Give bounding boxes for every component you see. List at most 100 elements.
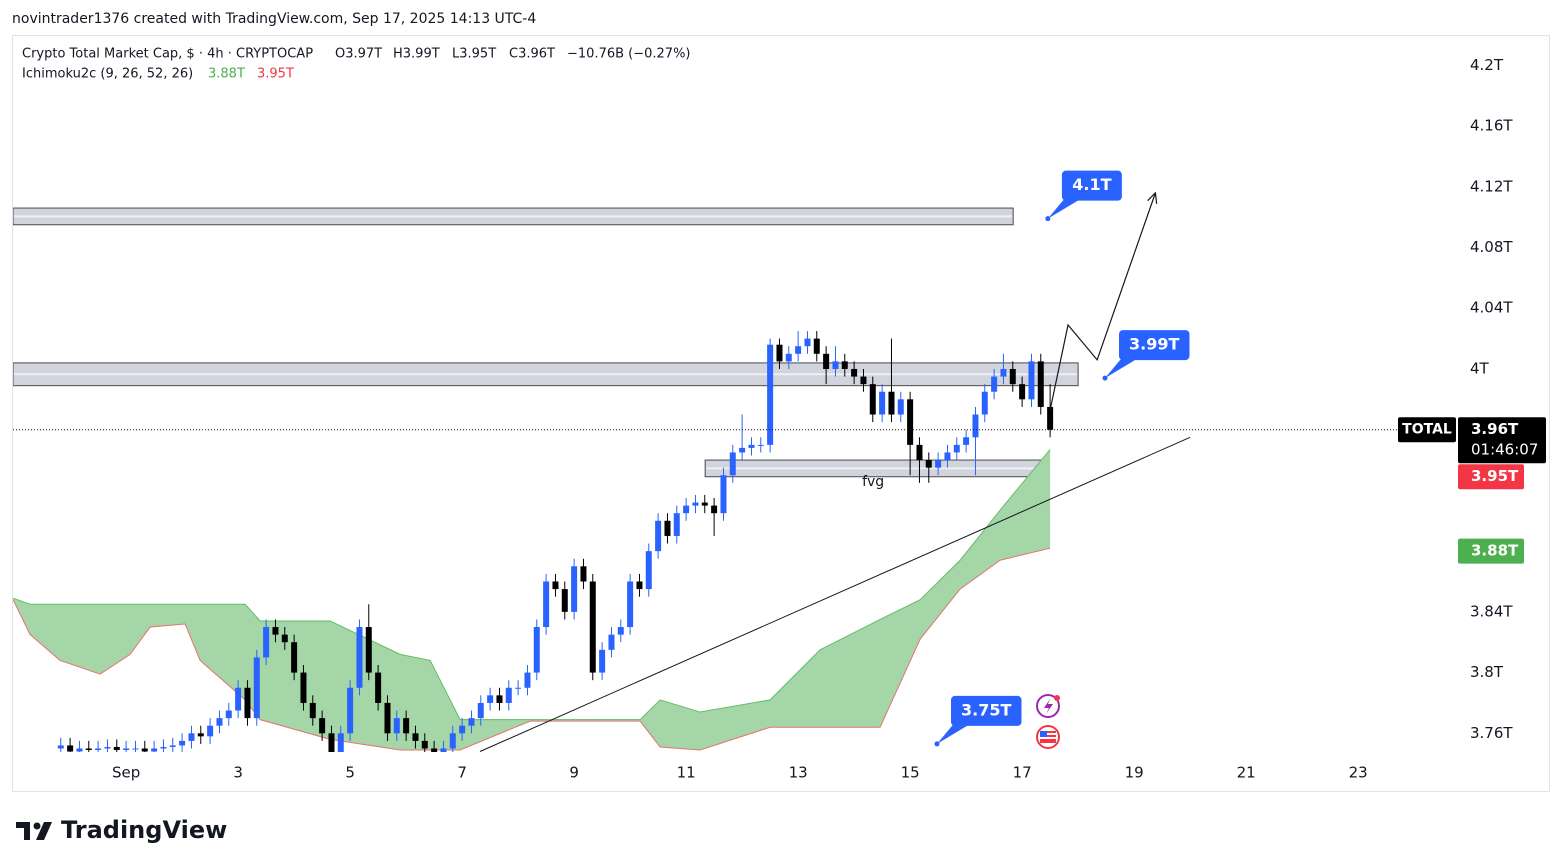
candle-body	[477, 702, 484, 719]
candle-body	[935, 460, 942, 468]
candle-body	[244, 687, 251, 719]
logo-mark	[16, 822, 30, 840]
symbol-label: TOTAL	[1402, 422, 1452, 438]
y-tick-label: 4T	[1470, 359, 1490, 377]
candle-body	[160, 746, 167, 749]
candle-body	[673, 513, 680, 536]
x-tick-label: 3	[233, 764, 243, 782]
candle-body	[113, 746, 120, 750]
candle-body	[95, 748, 102, 750]
candle-body	[645, 551, 652, 590]
candle-body	[337, 733, 344, 752]
x-tick-label: 15	[901, 764, 920, 782]
candle-body	[375, 672, 382, 703]
candle-body	[487, 695, 494, 703]
candle-body	[543, 581, 550, 628]
logo-mark	[33, 822, 41, 830]
candle-body	[225, 710, 232, 719]
candle-body	[57, 745, 64, 749]
y-tick-label: 3.76T	[1470, 724, 1513, 742]
candle-body	[393, 718, 400, 734]
candle-body	[291, 642, 298, 673]
candle-body	[459, 725, 466, 734]
flag-stripe	[1040, 733, 1056, 735]
candle-body	[216, 718, 223, 726]
candle-body	[711, 505, 718, 514]
candle-body	[272, 627, 279, 635]
x-tick-label: 7	[457, 764, 467, 782]
candle-body	[776, 344, 783, 362]
candle-body	[440, 748, 447, 752]
candle-body	[1037, 361, 1044, 407]
chart-frame	[12, 35, 1550, 792]
legend-title: Crypto Total Market Cap, $ · 4h · CRYPTO…	[22, 47, 313, 62]
candle-body	[739, 447, 746, 453]
overlay: fvg 4.1T 3.99T 3.75T 3.96T 01:46:07 TOTAL 3.95T…	[862, 170, 1546, 747]
candle-body	[655, 520, 662, 552]
projection-path	[1049, 192, 1156, 411]
candle-body	[813, 338, 820, 354]
callout-anchor	[934, 741, 940, 747]
x-tick-label: 9	[569, 764, 579, 782]
trendline	[479, 436, 1191, 752]
callout-anchor	[1045, 216, 1051, 222]
candle-body	[431, 748, 438, 752]
candle-body	[1019, 384, 1026, 400]
candle-body	[356, 627, 363, 688]
candle-body	[328, 733, 335, 752]
y-tick-label: 4.12T	[1470, 177, 1513, 195]
cloud-span-b	[13, 547, 1051, 751]
candle-body	[1028, 361, 1035, 400]
candle-body	[76, 748, 83, 752]
candle-body	[449, 733, 456, 749]
price-countdown: 01:46:07	[1471, 441, 1538, 459]
candle-body	[281, 634, 288, 643]
candle-body	[963, 437, 970, 445]
price-label: 3.95T	[1471, 467, 1519, 485]
candle-body	[757, 444, 764, 446]
candle-body	[151, 748, 158, 752]
candle-body	[85, 748, 92, 750]
x-tick-label: Sep	[112, 764, 140, 782]
flag-canton	[1040, 731, 1047, 737]
candle-body	[981, 391, 988, 415]
candle-body	[720, 475, 727, 514]
candle-body	[104, 746, 111, 749]
y-tick-label: 4.08T	[1470, 238, 1513, 256]
candle-body	[524, 672, 531, 688]
x-tick-label: 11	[677, 764, 696, 782]
price-label-box	[1458, 417, 1546, 464]
callout-text: 3.75T	[961, 700, 1011, 719]
candle-body	[515, 687, 522, 689]
callout-box	[951, 695, 1022, 726]
candle-body	[580, 566, 587, 582]
candle-body	[179, 740, 186, 746]
callout-box	[1119, 330, 1190, 361]
callout-text: 4.1T	[1072, 175, 1111, 194]
x-tick-label: 19	[1125, 764, 1144, 782]
candle-body	[67, 745, 74, 752]
brand-name: TradingView	[61, 816, 227, 844]
event-icon-dot	[1054, 695, 1060, 701]
callout-anchor	[1102, 375, 1108, 381]
candle-body	[851, 368, 858, 377]
y-tick-label: 4.04T	[1470, 299, 1513, 317]
candle-body	[496, 695, 503, 703]
projection-arrowhead	[1147, 191, 1158, 204]
brand-logo: TradingView	[16, 816, 227, 844]
x-tick-label: 17	[1013, 764, 1032, 782]
x-tick-label: 21	[1237, 764, 1256, 782]
candle-body	[608, 634, 615, 650]
candle-body	[767, 344, 774, 445]
candle-body	[132, 748, 139, 750]
candle-body	[505, 687, 512, 703]
candle-body	[804, 338, 811, 347]
candle-body	[860, 376, 867, 385]
candle-body	[561, 589, 568, 612]
candle-body	[692, 502, 699, 506]
candle-body	[683, 505, 690, 514]
y-tick-label: 4.2T	[1470, 56, 1504, 74]
candle-body	[991, 376, 998, 392]
candle-body	[412, 733, 419, 741]
